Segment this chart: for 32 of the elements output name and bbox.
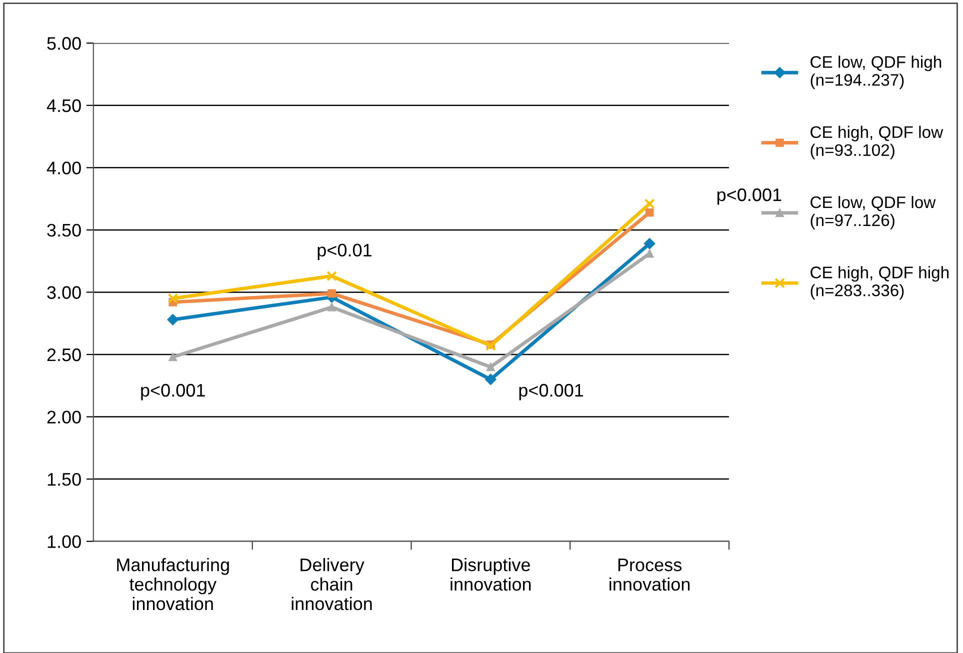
y-tick-label: 3.50 [47, 224, 81, 237]
point [486, 362, 495, 372]
point [328, 289, 336, 298]
x-tick-label: Manufacturing technology innovation [117, 558, 229, 610]
point [168, 293, 178, 304]
x-tick-label: Delivery chain innovation [292, 558, 372, 610]
point [644, 198, 655, 209]
legend-label: CE low, QDF low (n=97..126) [810, 196, 936, 230]
y-tick-label: 4.50 [46, 99, 81, 112]
legend-label: CE high, QDF low (n=93..102) [810, 126, 944, 160]
annotation: p<0.001 [141, 384, 205, 400]
annotation: p<0.001 [717, 188, 782, 205]
annotation: p<0.01 [318, 244, 372, 260]
y-tick-label: 1.50 [48, 472, 81, 486]
point [328, 303, 336, 312]
x-tick-label: Process innovation [610, 558, 690, 591]
y-tick-label: 2.00 [47, 410, 81, 424]
point [485, 374, 496, 386]
point [168, 352, 178, 362]
y-tick-label: 2.50 [47, 348, 81, 362]
point [167, 314, 178, 326]
annotation: p<0.001 [519, 384, 584, 400]
y-tick-label: 3.00 [47, 286, 81, 299]
y-tick-label: 5.00 [47, 37, 81, 50]
y-tick-label: 4.00 [46, 162, 81, 174]
legend-label: CE low, QDF high (n=194..237) [810, 56, 942, 90]
point [326, 270, 337, 282]
point [645, 208, 654, 217]
y-tick-label: 1.00 [48, 535, 81, 548]
point [644, 238, 656, 250]
legend-label: CE high, QDF high (n=283..336) [810, 266, 949, 300]
x-tick-label: Disruptive innovation [450, 558, 531, 591]
